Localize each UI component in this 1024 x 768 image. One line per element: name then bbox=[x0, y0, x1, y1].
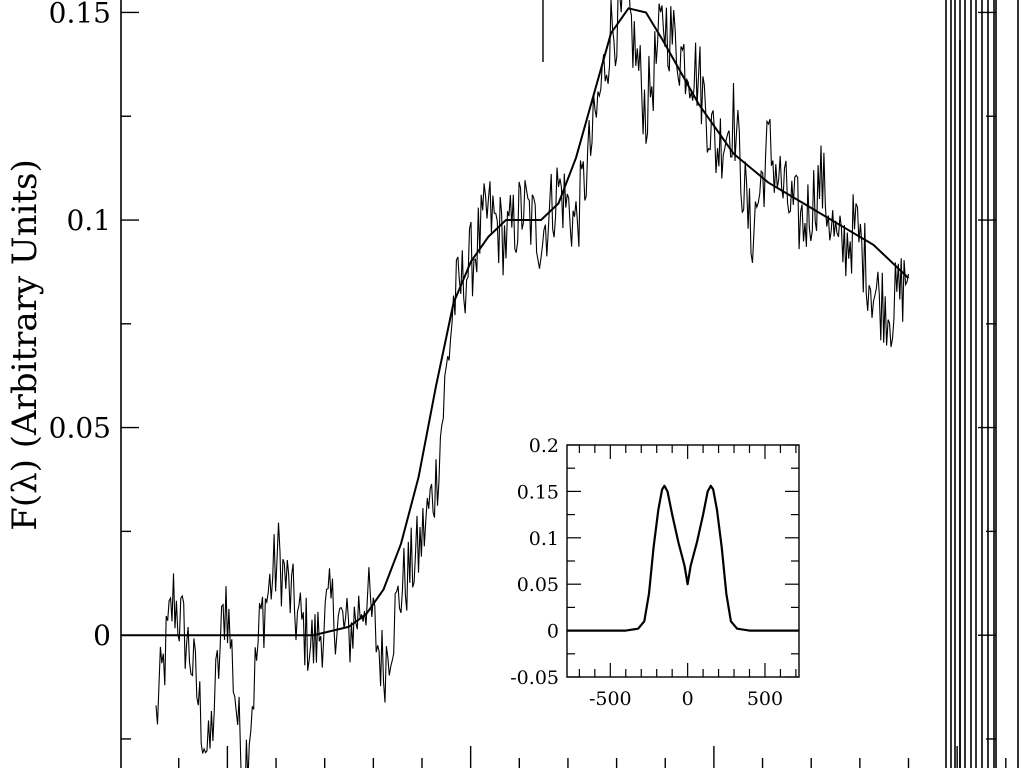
inset-profile-line bbox=[567, 484, 799, 632]
inset-ticks bbox=[567, 444, 799, 678]
edge-spike-lines bbox=[945, 0, 1019, 768]
inset-series-group bbox=[567, 484, 799, 632]
inset-y-tick-label: 0.1 bbox=[529, 528, 559, 550]
model-fit-line bbox=[121, 7, 910, 637]
inset-y-tick-label: 0.05 bbox=[517, 574, 559, 596]
inset-x-tick-label: 0 bbox=[682, 688, 694, 710]
main-series-group bbox=[121, 0, 910, 768]
y-tick-label: 0.15 bbox=[49, 0, 111, 29]
y-tick-label: 0.05 bbox=[49, 412, 111, 445]
observed-spectrum-line bbox=[155, 0, 910, 768]
y-tick-label: 0.1 bbox=[66, 204, 111, 237]
y-tick-label: 0 bbox=[93, 619, 111, 652]
inset-x-tick-label: -500 bbox=[589, 688, 632, 710]
main-x-ticks bbox=[178, 746, 1007, 768]
inset-x-tick-label: 500 bbox=[747, 688, 783, 710]
inset-y-tick-label: -0.05 bbox=[510, 667, 559, 689]
inset-y-tick-label: 0.15 bbox=[517, 481, 559, 503]
inset-plot: -0.05 0 0.05 0.1 0.15 0.2 -500 0 500 bbox=[510, 435, 800, 710]
main-y-axis-label: F(λ) (Arbitrary Units) bbox=[5, 159, 45, 530]
main-y-tick-labels: 0 0.05 0.1 0.15 bbox=[49, 0, 111, 652]
inset-y-tick-label: 0.2 bbox=[529, 435, 559, 457]
inset-tick-labels: -0.05 0 0.05 0.1 0.15 0.2 -500 0 500 bbox=[510, 435, 783, 710]
inset-y-tick-label: 0 bbox=[547, 621, 559, 643]
